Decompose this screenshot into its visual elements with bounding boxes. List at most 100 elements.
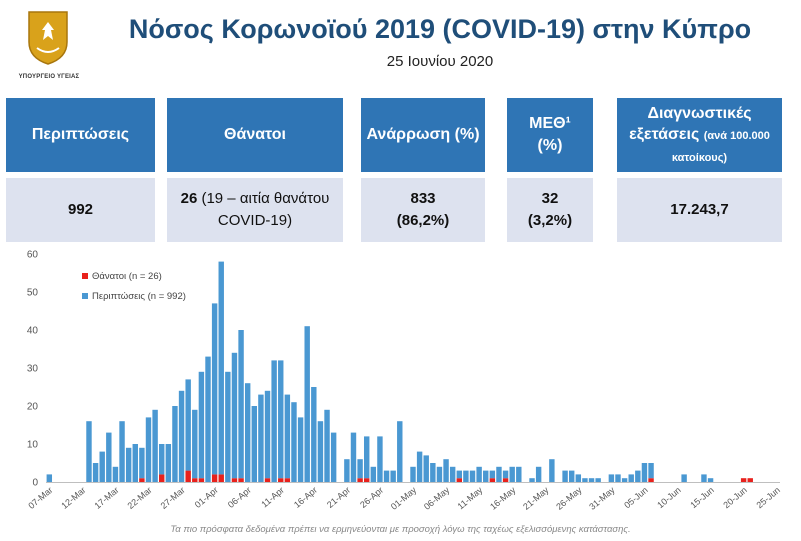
case-bar <box>205 356 211 482</box>
case-bar <box>311 387 317 482</box>
case-bar <box>436 466 443 482</box>
case-bar <box>621 478 628 482</box>
death-bar <box>198 478 205 482</box>
case-bar <box>139 447 145 479</box>
tests-value: 17.243,7 <box>617 178 782 242</box>
case-bar <box>198 371 205 479</box>
case-bar <box>357 459 363 479</box>
case-bar <box>588 478 595 482</box>
death-bar <box>211 474 218 482</box>
x-tick-label: 21-Apr <box>325 485 352 510</box>
y-tick-label: 30 <box>27 364 39 375</box>
case-bar <box>231 352 238 479</box>
x-tick-label: 15-Jun <box>688 485 716 510</box>
case-bar <box>575 474 582 482</box>
case-bar <box>383 470 390 482</box>
case-bar <box>218 261 224 475</box>
case-bar <box>297 417 304 482</box>
cyprus-emblem-icon <box>28 11 68 65</box>
case-bar <box>86 421 92 482</box>
death-bar <box>456 478 462 482</box>
case-bar <box>264 390 271 479</box>
death-bar <box>648 478 654 482</box>
cases-value: 992 <box>6 178 155 242</box>
case-bar <box>364 436 370 479</box>
case-bar <box>317 421 324 482</box>
y-tick-label: 60 <box>27 250 39 261</box>
death-bar <box>159 474 165 482</box>
case-bar <box>423 455 429 482</box>
case-bar <box>707 478 714 482</box>
x-tick-label: 22-Mar <box>126 485 154 511</box>
death-bar <box>278 478 284 482</box>
case-bar <box>211 303 218 475</box>
death-bar <box>264 478 271 482</box>
y-tick-label: 0 <box>32 478 38 489</box>
recovery-header: Ανάρρωση (%) <box>361 98 485 172</box>
death-bar <box>238 478 244 482</box>
case-bar <box>152 409 158 482</box>
x-tick-label: 25-Jun <box>754 485 782 510</box>
deaths-header: Θάνατοι <box>167 98 343 172</box>
icu-header: ΜΕΘ¹ (%) <box>507 98 593 172</box>
case-bar <box>258 394 264 482</box>
y-tick-label: 20 <box>27 402 39 413</box>
case-bar <box>509 466 515 482</box>
y-tick-label: 40 <box>27 326 39 337</box>
x-tick-label: 16-Apr <box>292 485 319 510</box>
case-bar <box>568 470 575 482</box>
case-bar <box>46 474 53 482</box>
case-bar <box>238 330 244 479</box>
case-bar <box>681 474 687 482</box>
footnote: Τα πιο πρόσφατα δεδομένα πρέπει να ερμην… <box>170 524 631 535</box>
death-bar <box>364 478 370 482</box>
case-bar <box>172 406 178 482</box>
case-bar <box>456 470 462 479</box>
case-bar <box>112 466 119 482</box>
x-tick-label: 11-Apr <box>259 485 286 510</box>
case-bar <box>648 463 654 479</box>
x-tick-label: 06-May <box>422 485 452 512</box>
cases-header: Περιπτώσεις <box>6 98 155 172</box>
report-date: 25 Ιουνίου 2020 <box>386 53 494 70</box>
case-bar <box>443 459 449 482</box>
case-bar <box>119 421 125 482</box>
x-tick-label: 26-Apr <box>358 485 385 510</box>
logo-caption: ΥΠΟΥΡΓΕΙΟ ΥΓΕΙΑΣ <box>18 74 80 80</box>
case-bar <box>350 432 357 482</box>
case-bar <box>416 451 423 482</box>
case-bar <box>330 432 337 482</box>
x-tick-label: 21-May <box>521 485 551 512</box>
case-bar <box>291 402 297 482</box>
case-bar <box>304 326 310 482</box>
epidemic-curve-chart: 0 10 20 30 40 50 60 07-Mar 12-Mar 17-Mar 22-Mar 27-… <box>26 250 782 512</box>
case-bar <box>125 447 132 482</box>
x-tick-label: 01-May <box>389 485 419 512</box>
case-bar <box>615 474 621 482</box>
death-bar <box>284 478 291 482</box>
case-bar <box>635 470 641 482</box>
case-bar <box>641 463 648 482</box>
case-bar <box>344 459 350 482</box>
death-bar <box>231 478 238 482</box>
tests-header: Διαγνωστικές εξετάσεις (ανά 100.000 κατοί… <box>617 98 782 172</box>
case-bar <box>628 474 634 482</box>
death-bar <box>192 478 198 482</box>
case-bar <box>469 470 476 482</box>
case-bar <box>92 463 99 482</box>
case-bar <box>397 421 403 482</box>
case-bar <box>562 470 568 482</box>
death-bar <box>502 478 509 482</box>
case-bar <box>324 409 330 482</box>
case-bar <box>516 466 522 482</box>
case-bar <box>410 466 416 482</box>
case-bar <box>496 466 502 482</box>
legend-swatch <box>82 273 88 279</box>
case-bar <box>192 409 198 479</box>
case-bar <box>430 463 436 482</box>
case-bar <box>476 466 482 482</box>
case-bar <box>244 383 251 482</box>
case-bar <box>463 470 469 482</box>
case-bar <box>529 478 535 482</box>
legend-label: Περιπτώσεις (n = 992) <box>92 291 186 302</box>
